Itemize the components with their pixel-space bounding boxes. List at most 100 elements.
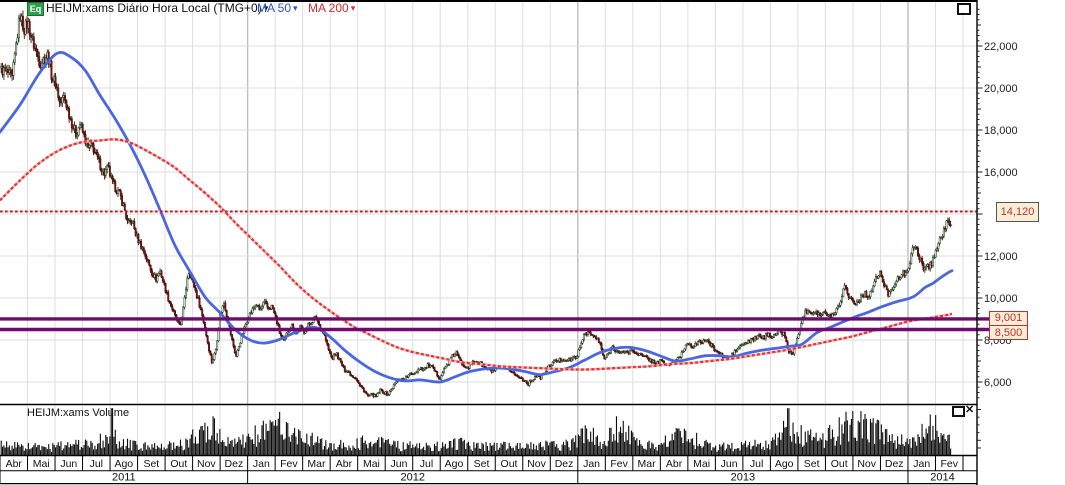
volume-bar [926,433,929,456]
candle-body [532,379,535,381]
candle-body [262,301,265,307]
candle-body [717,351,720,353]
volume-bar [264,439,266,456]
candle-body [883,281,886,287]
volume-bar [773,439,775,456]
volume-bar [159,448,161,456]
candle-body [790,351,793,355]
volume-bar [492,445,494,456]
volume-bar [220,441,222,456]
volume-bar [708,443,710,456]
volume-bar [636,438,638,456]
volume-bar [727,444,729,456]
candle-body [603,354,606,359]
restore-panel-icon[interactable] [957,3,971,15]
candle-body [50,60,53,80]
volume-bar [281,434,283,456]
symbol-title-label: HEIJM:xams Diário Hora Local (TMG+0) [46,1,262,15]
volume-bar [148,447,150,456]
volume-bar [827,427,829,456]
volume-bar [501,444,503,456]
volume-bar [849,424,851,456]
volume-bar [728,445,730,456]
volume-bar [90,440,92,456]
candle-body [528,380,531,386]
candle-body [231,334,234,340]
volume-bar [53,444,55,456]
candle-body [362,388,365,392]
candle-body [265,300,268,304]
volume-bar [845,411,847,456]
month-label: Out [501,458,518,470]
volume-bar [209,439,211,456]
candle-body [572,356,574,360]
volume-bar [266,430,268,456]
volume-bar [854,437,857,456]
volume-bar [198,429,201,456]
candle-body [918,255,921,260]
candle-body [250,312,253,314]
volume-bar [808,434,810,456]
restore-volume-panel-icon[interactable] [952,406,965,417]
candle-body [167,292,170,302]
volume-bar [731,442,733,456]
volume-bar [340,439,342,456]
volume-bar [523,448,525,456]
volume-bar [632,432,634,456]
candle-body [198,297,201,308]
candle-body [891,289,894,291]
volume-bar [791,441,793,456]
volume-bar [52,443,54,456]
volume-bar [254,425,256,456]
candle-body [123,203,126,212]
candle-body [65,100,68,108]
volume-bar [620,426,622,456]
volume-bar [921,423,923,456]
symbol-title-dropdown[interactable]: HEIJM:xams Diário Hora Local (TMG+0) ▾ [46,1,268,15]
volume-bar [222,440,224,456]
candle-body [858,300,861,303]
candle-body [682,351,684,353]
volume-bar [830,438,832,456]
volume-bar [507,448,509,456]
candle-body [877,275,880,279]
candle-body [874,276,877,282]
close-volume-panel-icon[interactable]: ✕ [965,404,975,416]
volume-bar [700,445,702,456]
alert-price-label[interactable]: 14,120 [996,202,1039,222]
candle-body [797,334,800,339]
candle-body [194,286,197,291]
candle-body [838,305,841,307]
volume-bar [572,438,574,456]
volume-bar [379,447,381,456]
volume-bar [18,444,20,456]
volume-bar [630,430,632,456]
volume-bar [283,439,285,456]
volume-bar [600,448,603,456]
volume-bar [349,447,351,456]
ma200-dropdown[interactable]: MA 200 ▾ [308,1,355,15]
volume-bar [169,441,171,456]
volume-bar [239,439,241,456]
volume-bar [777,437,779,456]
volume-bar [249,436,251,456]
volume-bar [660,443,662,456]
volume-bar [516,442,518,456]
volume-bar [750,449,752,456]
volume-bar [246,436,248,456]
candle-body [436,371,439,377]
volume-bar [370,441,372,456]
candle-body [35,48,38,53]
volume-bar [241,444,243,456]
volume-bar [757,443,759,456]
month-label: Ago [114,458,133,470]
ma50-dropdown[interactable]: MA 50 ▾ [257,1,298,15]
candle-body [869,291,872,297]
candle-body [36,51,39,58]
volume-bar [255,446,258,456]
y-axis-label: 18,000 [984,125,1018,137]
volume-bar [135,441,137,456]
volume-bar [68,447,70,456]
candle-body [756,335,759,339]
